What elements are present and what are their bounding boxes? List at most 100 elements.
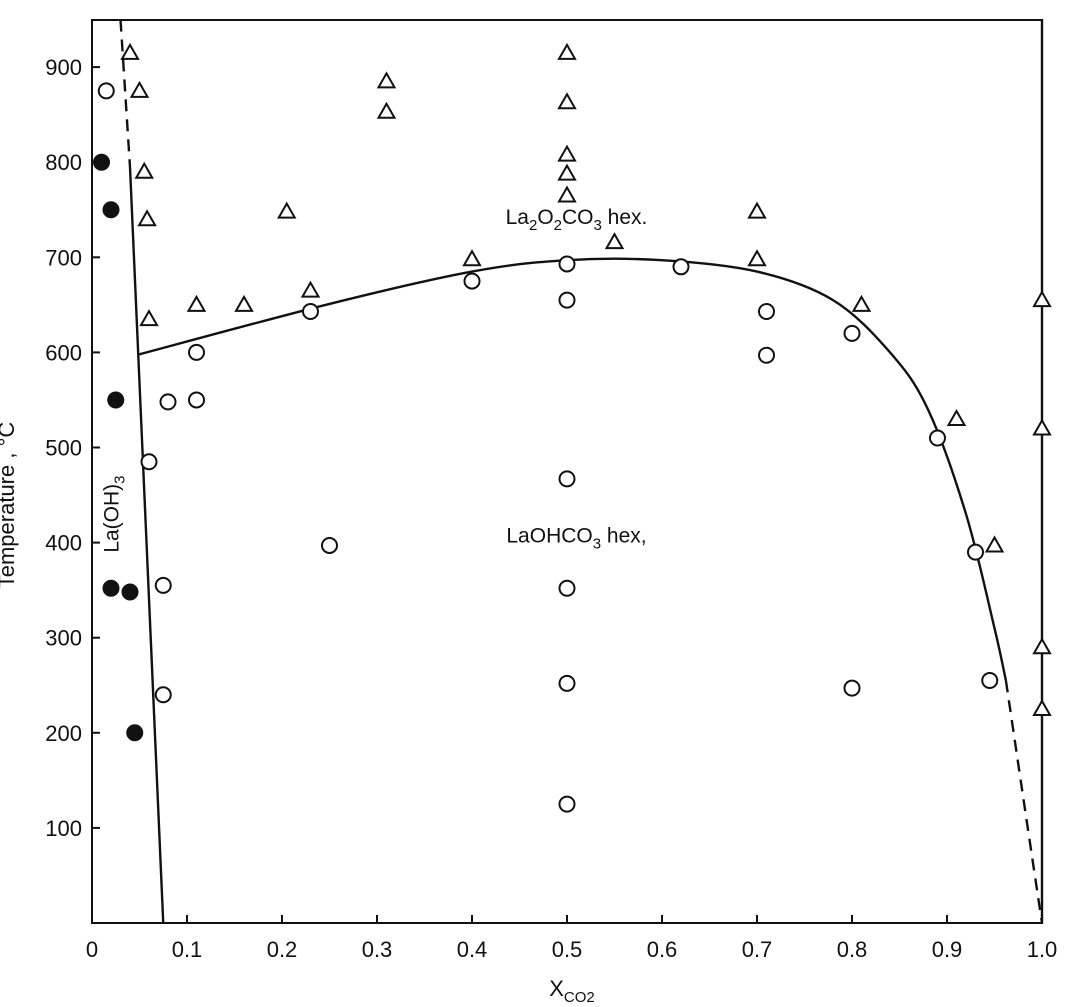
axis-ticks: 0 0.1 0.2 0.3 0.4 0.5 0.6 0.7 0.8 0.9 1.0 100 200 300… (45, 55, 1057, 962)
region-label-part: 3 (594, 217, 602, 234)
x-tick-label: 0.6 (647, 937, 678, 962)
y-tick-label: 600 (45, 340, 82, 365)
region-label: LaOHCO3 hex, (506, 525, 646, 553)
open-triangle-marker (120, 42, 140, 60)
phase-boundary-line (119, 19, 132, 168)
y-tick-label: 900 (45, 55, 82, 80)
region-label-part: LaOHCO (506, 525, 592, 548)
region-labels: La2O2CO3 hex.LaOHCO3 hex,La(OH)3 (101, 206, 648, 553)
open-circle-marker (558, 674, 576, 692)
region-label-part: 3 (112, 475, 129, 483)
phase-boundaries (119, 19, 1044, 924)
open-triangle-marker (1032, 290, 1052, 308)
data-points (93, 42, 1052, 813)
open-triangle-marker (376, 71, 397, 89)
open-triangle-marker (557, 163, 577, 181)
y-tick-label: 200 (45, 721, 82, 746)
phase-boundary-line (128, 166, 165, 924)
phase-boundary-line (139, 257, 1008, 681)
open-triangle-marker (851, 294, 872, 312)
x-axis-label: XCO2 (549, 976, 595, 1006)
open-circle-marker (758, 303, 775, 321)
open-triangle-marker (277, 201, 297, 219)
open-circle-marker (463, 272, 481, 290)
open-circle-marker (967, 543, 984, 561)
region-label-part: La (506, 206, 530, 229)
open-circle-marker (558, 579, 576, 597)
open-circle-marker (154, 576, 172, 594)
y-tick-label: 700 (45, 245, 82, 270)
open-triangle-marker (747, 201, 767, 219)
region-label-part: hex, (601, 525, 647, 548)
filled-circle-marker (102, 579, 120, 597)
open-triangle-marker (984, 535, 1005, 553)
open-triangle-marker (134, 161, 154, 179)
filled-circle-marker (126, 724, 144, 742)
open-circle-marker (97, 82, 115, 100)
open-circle-marker (843, 324, 861, 342)
x-tick-label: 0.7 (742, 937, 773, 962)
y-tick-label: 300 (45, 626, 82, 651)
open-circle-marker (154, 686, 172, 704)
open-circle-marker (188, 391, 205, 409)
open-triangle-marker (129, 80, 150, 98)
region-label-part: hex. (602, 206, 648, 229)
open-circle-marker (302, 303, 319, 321)
open-circle-marker (140, 453, 158, 471)
open-triangle-marker (186, 294, 207, 312)
open-circle-marker (159, 393, 177, 411)
open-triangle-marker (376, 101, 397, 119)
region-label-part: La(OH) (101, 484, 124, 553)
x-tick-label: 0.2 (267, 937, 298, 962)
open-triangle-marker (557, 92, 577, 110)
open-circle-marker (981, 671, 999, 689)
open-triangle-marker (747, 249, 767, 267)
open-circle-marker (672, 258, 690, 276)
filled-circle-marker (107, 391, 125, 409)
open-triangle-marker (1032, 699, 1052, 717)
filled-circle-marker (102, 201, 120, 219)
region-label-part: O (537, 206, 553, 229)
phase-boundary-line (1004, 680, 1044, 924)
open-triangle-marker (139, 309, 159, 327)
x-tick-label: 0 (86, 937, 98, 962)
open-circle-marker (321, 536, 338, 554)
region-label: La(OH)3 (101, 475, 129, 552)
open-circle-marker (843, 679, 861, 697)
y-tick-label: 100 (45, 816, 82, 841)
open-triangle-marker (946, 408, 967, 426)
open-triangle-marker (557, 185, 577, 203)
open-circle-marker (188, 343, 205, 361)
open-circle-marker (758, 346, 775, 364)
x-tick-label: 0.5 (552, 937, 583, 962)
x-tick-label: 1.0 (1027, 937, 1058, 962)
open-triangle-marker (462, 249, 482, 267)
region-label: La2O2CO3 hex. (506, 206, 648, 234)
x-tick-label: 0.3 (362, 937, 393, 962)
x-tick-label: 0.9 (932, 937, 963, 962)
open-triangle-marker (300, 280, 321, 298)
y-tick-label: 500 (45, 436, 82, 461)
x-tick-label: 0.1 (172, 937, 203, 962)
open-triangle-marker (234, 294, 254, 312)
x-tick-label: 0.4 (457, 937, 488, 962)
y-tick-label: 800 (45, 150, 82, 175)
open-triangle-marker (1032, 637, 1052, 655)
open-triangle-marker (557, 42, 577, 60)
open-circle-marker (929, 429, 946, 447)
region-label-part: 3 (593, 536, 601, 553)
region-label-part: CO (562, 206, 594, 229)
open-circle-marker (558, 470, 576, 488)
open-triangle-marker (604, 232, 625, 250)
y-axis-label: Temperature , °C (0, 422, 19, 589)
open-circle-marker (558, 291, 576, 309)
region-label-part: 2 (529, 217, 537, 234)
filled-circle-marker (121, 583, 139, 601)
y-tick-label: 400 (45, 531, 82, 556)
open-circle-marker (558, 255, 576, 273)
region-label-part: 2 (554, 217, 562, 234)
open-triangle-marker (137, 209, 157, 227)
open-triangle-marker (1032, 418, 1052, 436)
open-circle-marker (558, 795, 576, 813)
